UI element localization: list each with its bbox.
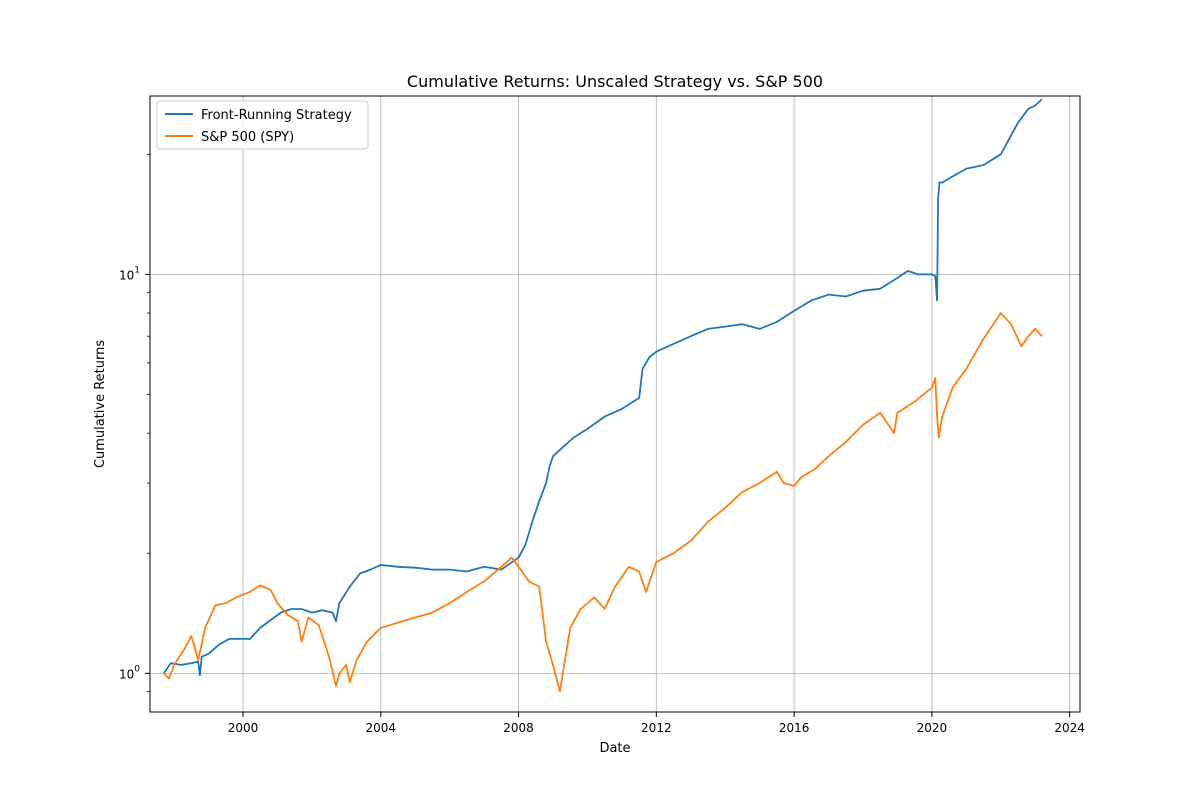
plot-frame [149, 95, 1081, 713]
chart-title: Cumulative Returns: Unscaled Strategy vs… [407, 72, 823, 91]
legend: Front-Running Strategy S&P 500 (SPY) [156, 100, 369, 150]
axes-ticks: 2000 2004 2008 2012 2016 2020 2024 100 101 [119, 153, 1085, 735]
y-axis-label: Cumulative Returns [93, 340, 108, 468]
x-tick-label-2000: 2000 [228, 721, 259, 735]
x-axis-label: Date [599, 741, 630, 756]
x-tick-label-2016: 2016 [779, 721, 810, 735]
series-line-1 [163, 312, 1043, 693]
series-line-0 [163, 98, 1043, 676]
x-tick-label-2004: 2004 [366, 721, 397, 735]
x-tick-label-2024: 2024 [1054, 721, 1085, 735]
x-tick-label-2012: 2012 [641, 721, 672, 735]
legend-label-spy: S&P 500 (SPY) [201, 130, 294, 145]
plot-area [163, 98, 1043, 693]
y-tick-label-1: 100 [119, 664, 140, 681]
legend-box [156, 100, 369, 150]
x-tick-label-2020: 2020 [917, 721, 948, 735]
legend-label-strategy: Front-Running Strategy [201, 108, 352, 123]
x-tick-label-2008: 2008 [503, 721, 534, 735]
y-tick-label-10: 101 [119, 265, 140, 282]
